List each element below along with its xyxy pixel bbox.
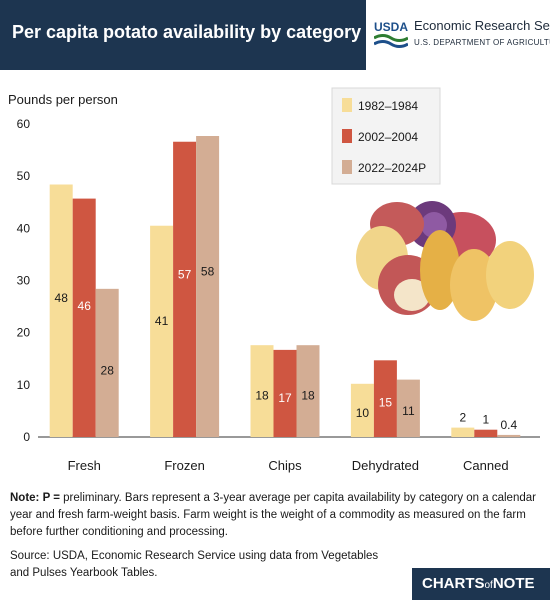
bar-data-label: 18 [255,389,269,403]
x-tick-label: Canned [463,458,509,473]
bar-data-label: 48 [55,291,69,305]
bar-data-label: 58 [201,264,215,278]
bar-data-label: 11 [402,404,415,418]
bar-chart: Pounds per person 0 10 20 30 40 50 60 48 46 28 41… [8,87,540,473]
header-bar: Per capita potato availability by catego… [0,0,550,70]
y-tick-label: 50 [17,169,31,183]
bar [250,345,274,437]
bar [95,288,119,437]
bar-data-label: 46 [78,299,92,313]
agency-name: Economic Research Service [414,18,550,33]
potatoes-illustration-icon [356,201,534,321]
bar-data-label: 1 [482,413,489,427]
bar [396,379,420,437]
bar-data-label: 17 [278,391,292,405]
bar [72,198,96,437]
bar [173,141,197,437]
bar [196,135,220,437]
bar [373,360,397,437]
x-tick-label: Fresh [68,458,101,473]
bar-data-label: 10 [356,406,370,420]
y-tick-label: 10 [17,378,31,392]
y-axis-label: Pounds per person [8,92,118,107]
department-name: U.S. DEPARTMENT OF AGRICULTURE [414,38,550,47]
chart-source: Source: USDA, Economic Research Service … [10,550,379,579]
chart-note: Note: P = preliminary. Bars represent a … [10,490,545,541]
brand-of: of [484,580,493,591]
y-tick-label: 30 [17,274,31,288]
bar-data-label: 0.4 [500,418,517,432]
legend-entry: 1982–1984 [358,99,418,113]
bar [150,225,174,437]
bar [497,434,521,437]
x-axis: Fresh Frozen Chips Dehydrated Canned [68,458,509,473]
bar-data-label: 18 [301,389,315,403]
legend-swatch [342,129,352,143]
bar [474,429,498,437]
chart-legend: 1982–1984 2002–2004 2022–2024P [331,87,441,185]
y-tick-label: 60 [17,117,31,131]
note-text: preliminary. Bars represent a 3-year ave… [10,492,536,538]
legend-entry: 2022–2024P [358,161,426,175]
legend-swatch [342,98,352,112]
bars-group: 48 46 28 41 57 58 18 17 18 10 15 11 2 1 0.4 [49,135,521,437]
usda-branding: USDA Economic Research Service U.S. DEPA… [366,0,550,70]
note-label: Note: P = [10,492,60,504]
charts-of-note-badge: CHARTSofNOTE [412,568,550,600]
bar [296,345,320,437]
bar [49,184,73,437]
bar-data-label: 57 [178,268,192,282]
bar [451,427,475,437]
x-tick-label: Chips [268,458,302,473]
y-tick-label: 0 [23,430,30,444]
bar [273,349,297,437]
bar-data-label: 15 [379,395,393,409]
usda-logo-icon: USDA [374,20,408,48]
brand-note: NOTE [492,575,535,592]
bar-data-label: 28 [101,363,115,377]
y-tick-label: 40 [17,221,31,235]
bar-data-label: 41 [155,314,169,328]
legend-swatch [342,160,352,174]
x-tick-label: Dehydrated [352,458,419,473]
y-tick-label: 20 [17,326,31,340]
bar-data-label: 2 [459,411,466,425]
legend-entry: 2002–2004 [358,130,418,144]
bar [350,383,374,437]
page-title: Per capita potato availability by catego… [12,22,362,42]
brand-charts: CHARTS [422,575,485,592]
usda-mark: USDA [374,20,408,34]
x-tick-label: Frozen [164,458,204,473]
